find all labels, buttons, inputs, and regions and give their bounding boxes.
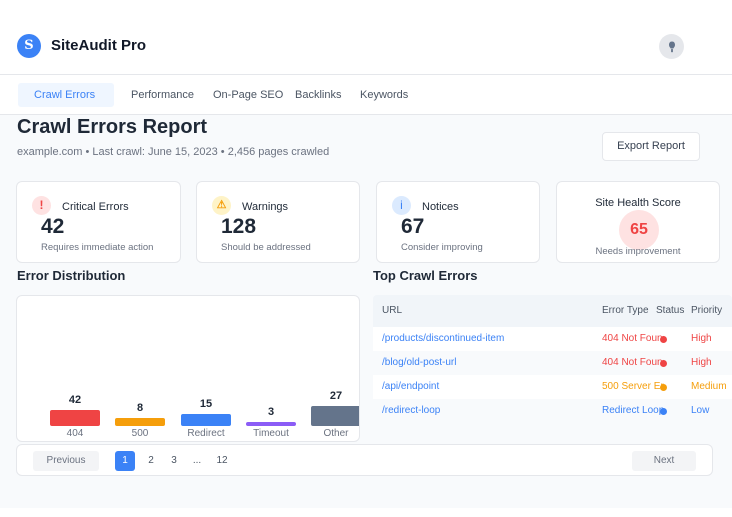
status-dot-icon <box>660 336 667 343</box>
table-header: URL Error Type Status Priority <box>373 295 732 327</box>
bar-fill <box>115 418 165 426</box>
bar-redirect: 15 Redirect <box>181 381 231 441</box>
status-dot-icon <box>660 360 667 367</box>
url-link[interactable]: /redirect-loop <box>382 405 441 416</box>
exclamation-icon: ! <box>32 196 51 215</box>
previous-page-button[interactable]: Previous <box>33 451 99 471</box>
health-description: Needs improvement <box>595 246 681 257</box>
bar-label: 404 <box>66 428 84 439</box>
card-description: Should be addressed <box>221 242 311 253</box>
bar-label: 500 <box>131 428 149 439</box>
table-row[interactable]: /products/discontinued-item 404 Not Foun… <box>373 327 732 351</box>
url-link[interactable]: /blog/old-post-url <box>382 357 457 368</box>
page-2-button[interactable]: 2 <box>148 455 154 466</box>
column-header-priority: Priority <box>691 305 723 316</box>
url-link[interactable]: /api/endpoint <box>382 381 440 392</box>
tab-backlinks[interactable]: Backlinks <box>295 89 342 101</box>
report-subtitle: example.com • Last crawl: June 15, 2023 … <box>17 146 330 158</box>
card-description: Consider improving <box>401 242 483 253</box>
bar-fill <box>246 422 296 426</box>
site-health-card: Site Health Score 65 Needs improvement <box>556 181 720 263</box>
card-label: Critical Errors <box>62 201 129 213</box>
page-ellipsis: ... <box>192 455 202 466</box>
bar-404: 42 404 <box>50 381 100 441</box>
tab-on-page-seo[interactable]: On-Page SEO <box>213 89 284 101</box>
card-value: 42 <box>41 215 65 238</box>
priority: High <box>691 333 712 344</box>
warnings-card: ⚠ Warnings 128 Should be addressed <box>196 181 360 263</box>
page-title: Crawl Errors Report <box>17 116 208 138</box>
info-icon: i <box>392 196 411 215</box>
error-distribution-chart: 42 404 8 500 15 Redirect 3 Timeout 27 Ot… <box>16 295 360 442</box>
table-row[interactable]: /redirect-loop Redirect Loop Low <box>373 399 732 423</box>
warning-icon: ⚠ <box>212 196 231 215</box>
notices-card: i Notices 67 Consider improving <box>376 181 540 263</box>
bar-label: Other <box>323 428 349 439</box>
table-row[interactable]: /api/endpoint 500 Server Error Medium <box>373 375 732 399</box>
bar-value: 3 <box>267 406 275 418</box>
bell-icon <box>668 41 675 52</box>
health-score: 65 <box>619 210 659 250</box>
card-value: 67 <box>401 215 425 238</box>
url-link[interactable]: /products/discontinued-item <box>382 333 505 344</box>
card-label: Notices <box>422 201 459 213</box>
bar-value: 42 <box>68 394 82 406</box>
priority: High <box>691 357 712 368</box>
health-label: Site Health Score <box>595 197 681 209</box>
notification-button[interactable] <box>659 34 684 59</box>
top-crawl-errors-table: URL Error Type Status Priority /products… <box>373 295 732 423</box>
bar-timeout: 3 Timeout <box>246 381 296 441</box>
top-crawl-errors-title: Top Crawl Errors <box>373 268 478 283</box>
priority: Medium <box>691 381 727 392</box>
app-header: S SiteAudit Pro <box>0 0 732 75</box>
page-1-button[interactable]: 1 <box>115 451 135 471</box>
table-row[interactable]: /blog/old-post-url 404 Not Found High <box>373 351 732 375</box>
card-value: 128 <box>221 215 257 238</box>
error-type: 404 Not Found <box>602 357 664 368</box>
bar-fill <box>50 410 100 426</box>
tab-bar: Crawl Errors Performance On-Page SEO Bac… <box>0 75 732 115</box>
export-report-button[interactable]: Export Report <box>602 132 700 161</box>
error-type: Redirect Loop <box>602 405 664 416</box>
status-dot-icon <box>660 408 667 415</box>
bar-500: 8 500 <box>115 381 165 441</box>
column-header-status: Status <box>656 305 685 316</box>
tab-crawl-errors[interactable]: Crawl Errors <box>18 83 114 107</box>
priority: Low <box>691 405 710 416</box>
page-3-button[interactable]: 3 <box>171 455 177 466</box>
card-label: Warnings <box>242 201 289 213</box>
tab-performance[interactable]: Performance <box>131 89 194 101</box>
bar-fill <box>311 406 359 426</box>
page-12-button[interactable]: 12 <box>216 455 228 466</box>
tab-keywords[interactable]: Keywords <box>360 89 409 101</box>
pagination: Previous 1 2 3 ... 12 Next <box>16 444 713 476</box>
bar-label: Redirect <box>187 428 225 439</box>
error-type: 500 Server Error <box>602 381 664 392</box>
status-dot-icon <box>660 384 667 391</box>
error-type: 404 Not Found <box>602 333 664 344</box>
app-title: SiteAudit Pro <box>51 37 147 54</box>
app-logo: S <box>17 34 41 58</box>
bar-value: 15 <box>199 398 213 410</box>
column-header-url: URL <box>382 305 403 316</box>
error-distribution-title: Error Distribution <box>17 268 126 283</box>
bar-label: Timeout <box>253 428 289 439</box>
next-page-button[interactable]: Next <box>632 451 696 471</box>
card-description: Requires immediate action <box>41 242 154 253</box>
bar-value: 27 <box>329 390 343 402</box>
main-content: Crawl Errors Report example.com • Last c… <box>0 115 732 508</box>
column-header-error-type: Error Type <box>602 305 649 316</box>
critical-errors-card: ! Critical Errors 42 Requires immediate … <box>16 181 181 263</box>
bar-other: 27 Other <box>311 381 359 441</box>
bar-fill <box>181 414 231 426</box>
bar-value: 8 <box>136 402 144 414</box>
